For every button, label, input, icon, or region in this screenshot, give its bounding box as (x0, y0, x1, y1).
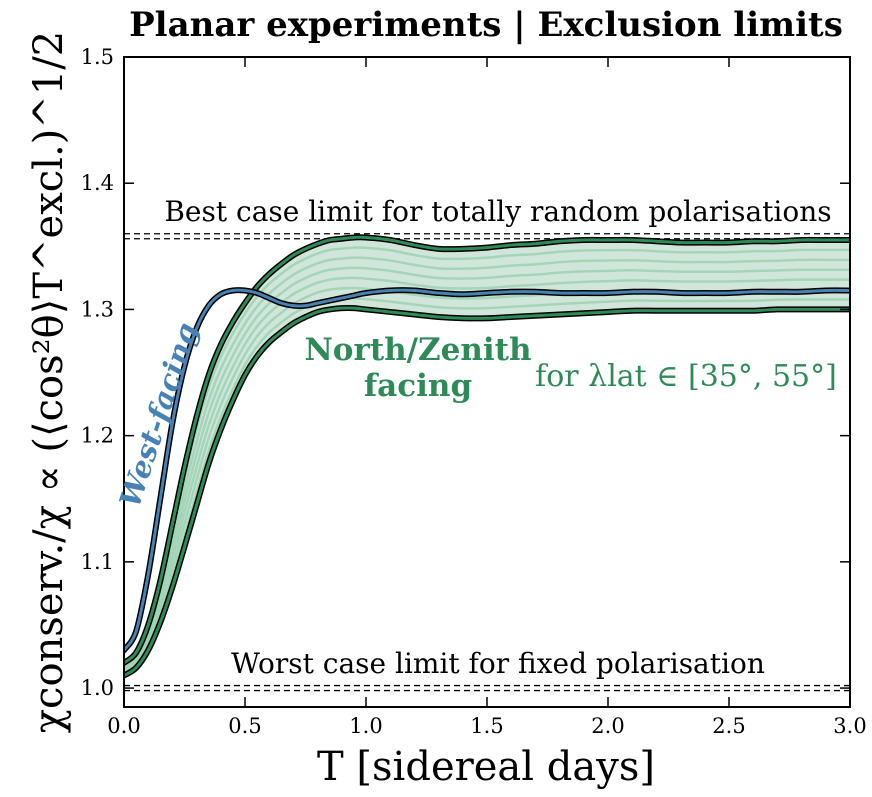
y-tick-label: 1.0 (81, 676, 114, 700)
x-tick-label: 1.0 (349, 714, 382, 738)
north-zenith-label-line2: facing (364, 368, 472, 404)
x-axis-label: T [sidereal days] (317, 744, 655, 790)
band-inner-line (124, 256, 850, 668)
west-facing-line (124, 288, 850, 652)
band-inner-line (124, 296, 850, 675)
band-inner-line (124, 276, 850, 672)
north-zenith-label-line1: North/Zenith (304, 332, 531, 368)
y-tick-label: 1.3 (81, 297, 114, 321)
band-inner-line (124, 246, 850, 666)
latitude-range-label: for λlat ∈ [35°, 55°] (535, 359, 837, 394)
y-axis-label: χconserv./χ ∝ (⟨cos²θ⟩T^excl.)^1/2 (26, 31, 72, 733)
north-zenith-lower-line (124, 306, 850, 677)
y-tick-label: 1.5 (81, 45, 114, 69)
x-tick-label: 2.5 (712, 714, 745, 738)
y-tick-label: 1.2 (81, 424, 114, 448)
plot-area (124, 233, 850, 692)
worst-case-label: Worst case limit for fixed polarisation (231, 647, 765, 680)
best-case-label: Best case limit for totally random polar… (164, 195, 831, 228)
axis-ticks: 0.0 0.5 1.0 1.5 2.0 2.5 3.0 1.0 1.1 1.2 1.3 1.4 1.5 (81, 45, 867, 738)
latitude-band (124, 237, 850, 676)
x-tick-label: 0.5 (228, 714, 261, 738)
x-tick-label: 0.0 (107, 714, 140, 738)
chart-title: Planar experiments | Exclusion limits (129, 5, 843, 45)
north-zenith-upper-line (124, 235, 850, 665)
y-tick-label: 1.4 (81, 171, 114, 195)
x-tick-label: 1.5 (470, 714, 503, 738)
band-inner-line (124, 266, 850, 670)
x-tick-label: 2.0 (591, 714, 624, 738)
y-tick-label: 1.1 (81, 550, 114, 574)
x-tick-label: 3.0 (833, 714, 866, 738)
